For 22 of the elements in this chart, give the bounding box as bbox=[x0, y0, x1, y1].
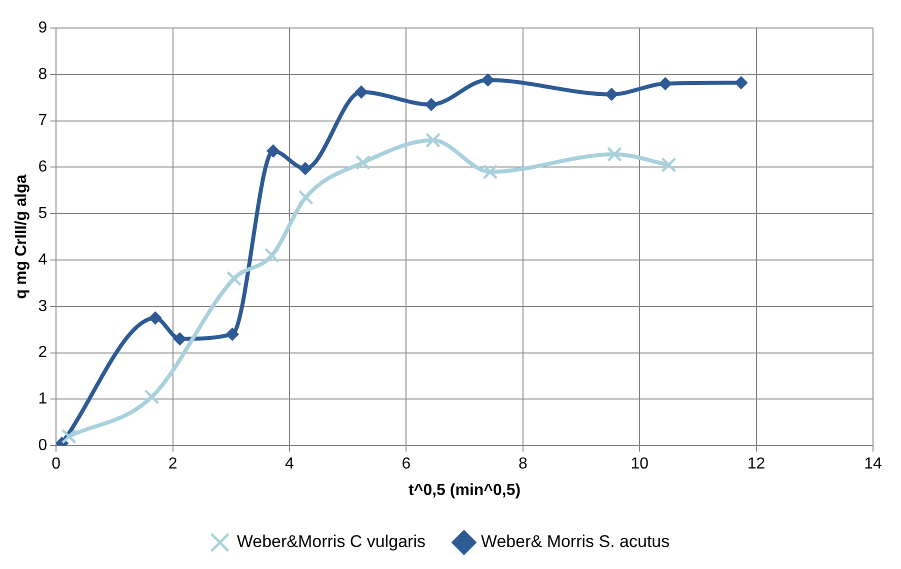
y-axis-title: q mg CrIII/g alga bbox=[13, 174, 30, 300]
x-tick-label: 14 bbox=[864, 456, 882, 473]
y-tick-label: 0 bbox=[38, 437, 48, 454]
x-tick-label: 10 bbox=[630, 456, 649, 473]
y-tick-label: 9 bbox=[38, 19, 48, 36]
x-tick-label: 0 bbox=[52, 456, 61, 473]
y-tick-label: 7 bbox=[38, 112, 48, 130]
x-axis-title: t^0,5 (min^0,5) bbox=[408, 482, 521, 499]
y-tick-label: 3 bbox=[38, 298, 48, 315]
y-tick-label: 4 bbox=[38, 251, 48, 268]
x-tick-label: 4 bbox=[285, 456, 294, 473]
legend-label: Weber&Morris C vulgaris bbox=[236, 532, 426, 552]
x-tick-label: 2 bbox=[168, 456, 178, 473]
x-tick-label: 8 bbox=[518, 456, 528, 473]
x-tick-label: 12 bbox=[747, 456, 766, 473]
y-tick-label: 2 bbox=[38, 344, 48, 362]
y-tick-label: 6 bbox=[38, 158, 48, 176]
y-tick-label: 8 bbox=[38, 66, 48, 83]
x-tick-label: 6 bbox=[402, 456, 411, 473]
legend-label: Weber& Morris S. acutus bbox=[480, 532, 670, 552]
y-tick-label: 5 bbox=[38, 205, 48, 222]
y-tick-label: 1 bbox=[38, 390, 48, 408]
